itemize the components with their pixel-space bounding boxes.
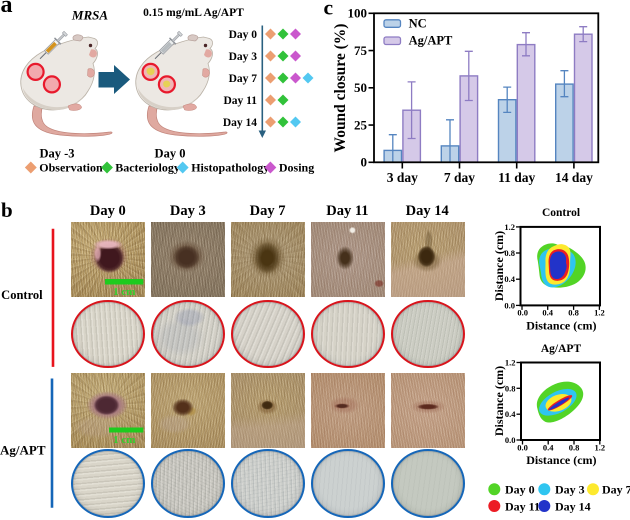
svg-text:1.2: 1.2 [594,308,605,318]
svg-text:Day 3: Day 3 [555,483,585,497]
svg-text:Histopathology: Histopathology [191,161,269,175]
svg-text:14 day: 14 day [555,170,593,185]
svg-text:Day 3: Day 3 [170,203,206,219]
svg-text:0.8: 0.8 [505,383,516,393]
svg-text:Ag/APT: Ag/APT [541,343,582,355]
svg-text:Day 11: Day 11 [223,95,257,107]
svg-text:0.8: 0.8 [568,308,579,318]
svg-text:Ag/APT: Ag/APT [0,443,46,458]
svg-text:Day 11: Day 11 [505,499,540,513]
svg-text:Day 7: Day 7 [229,73,258,85]
svg-text:0.4: 0.4 [505,409,516,419]
svg-text:0.8: 0.8 [504,248,515,258]
svg-text:0.15 mg/mL Ag/APT: 0.15 mg/mL Ag/APT [143,7,244,19]
svg-text:Observation: Observation [39,161,103,175]
svg-text:Distance (cm): Distance (cm) [492,231,506,301]
svg-text:Day 14: Day 14 [406,203,449,219]
svg-text:Distance (cm): Distance (cm) [526,453,596,467]
svg-text:MRSA: MRSA [71,8,108,23]
svg-text:Day 14: Day 14 [555,499,591,513]
svg-text:Distance (cm): Distance (cm) [492,366,506,436]
svg-text:Bacteriology: Bacteriology [115,161,180,175]
svg-text:Day 0: Day 0 [90,203,126,219]
svg-text:Control: Control [542,207,580,219]
svg-text:Day 7: Day 7 [602,483,630,497]
svg-text:Dosing: Dosing [279,161,314,175]
svg-text:0.4: 0.4 [504,274,515,284]
svg-text:Day 14: Day 14 [223,117,257,129]
svg-text:Control: Control [1,288,43,302]
svg-text:0: 0 [361,155,368,170]
svg-text:11 day: 11 day [498,170,535,185]
svg-text:Wound closure (%): Wound closure (%) [332,24,349,153]
svg-text:0.0: 0.0 [517,443,528,453]
svg-text:0.4: 0.4 [543,443,554,453]
svg-text:1.2: 1.2 [504,222,515,232]
svg-text:0.4: 0.4 [542,308,553,318]
svg-text:a: a [1,0,13,18]
svg-text:0.0: 0.0 [517,308,528,318]
svg-text:0.0: 0.0 [504,300,515,310]
svg-text:Day 0: Day 0 [229,29,258,41]
svg-text:1 cm: 1 cm [113,286,135,298]
svg-text:0.8: 0.8 [569,443,580,453]
svg-text:NC: NC [409,16,427,30]
svg-text:Day 7: Day 7 [250,203,286,219]
svg-text:1 cm: 1 cm [113,434,135,446]
svg-text:Day 0: Day 0 [155,147,186,161]
svg-text:Distance (cm): Distance (cm) [526,318,596,332]
svg-text:b: b [1,198,13,222]
svg-text:50: 50 [354,80,367,95]
svg-text:3 day: 3 day [387,170,418,185]
svg-text:0.0: 0.0 [505,435,516,445]
svg-text:Day 11: Day 11 [326,203,368,219]
svg-text:Day -3: Day -3 [39,147,74,161]
svg-text:25: 25 [354,117,368,132]
svg-text:Day 3: Day 3 [229,51,258,63]
svg-text:Day 0: Day 0 [505,483,535,497]
svg-text:100: 100 [348,6,368,21]
svg-text:Ag/APT: Ag/APT [409,34,453,48]
svg-text:c: c [324,0,334,19]
svg-text:75: 75 [354,43,368,58]
svg-text:1.2: 1.2 [594,443,605,453]
svg-text:7 day: 7 day [444,170,475,185]
svg-text:1.2: 1.2 [505,358,516,368]
